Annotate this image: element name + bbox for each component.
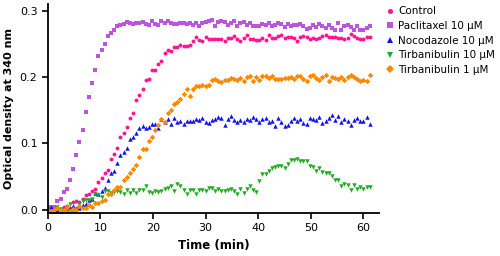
Control — [45, 205, 51, 208]
Tirbanibulin 10 μM — [294, 158, 300, 161]
Tirbanibulin 10 μM — [342, 182, 347, 185]
Line: Paclitaxel 10 μM: Paclitaxel 10 μM — [46, 18, 372, 213]
Control — [366, 36, 372, 39]
Paclitaxel 10 μM — [133, 21, 139, 24]
Tirbanibulin 10 μM — [332, 179, 338, 182]
Tirbanibulin 1 μM — [133, 163, 139, 166]
Y-axis label: Optical density at 340 nm: Optical density at 340 nm — [4, 28, 14, 189]
Control — [234, 37, 240, 40]
Line: Tirbanibulin 10 μM: Tirbanibulin 10 μM — [46, 157, 372, 213]
Nocodazole 10 μM — [136, 126, 142, 130]
Paclitaxel 10 μM — [366, 25, 372, 28]
Line: Control: Control — [46, 32, 372, 212]
Tirbanibulin 1 μM — [366, 73, 372, 76]
Tirbanibulin 1 μM — [329, 75, 335, 78]
Paclitaxel 10 μM — [338, 28, 344, 31]
Tirbanibulin 1 μM — [45, 209, 51, 212]
Nocodazole 10 μM — [45, 207, 51, 210]
Nocodazole 10 μM — [234, 120, 240, 123]
Tirbanibulin 1 μM — [335, 78, 341, 81]
Nocodazole 10 μM — [335, 114, 341, 118]
Control — [332, 35, 338, 38]
Paclitaxel 10 μM — [348, 25, 354, 28]
Control — [351, 35, 357, 38]
Tirbanibulin 10 μM — [348, 188, 354, 191]
X-axis label: Time (min): Time (min) — [178, 239, 250, 252]
Line: Tirbanibulin 1 μM: Tirbanibulin 1 μM — [46, 72, 372, 213]
Paclitaxel 10 μM — [342, 24, 347, 27]
Tirbanibulin 10 μM — [231, 189, 237, 192]
Nocodazole 10 μM — [58, 209, 64, 212]
Paclitaxel 10 μM — [234, 25, 240, 28]
Paclitaxel 10 μM — [45, 209, 51, 212]
Tirbanibulin 10 μM — [338, 185, 344, 188]
Tirbanibulin 10 μM — [133, 191, 139, 195]
Nocodazole 10 μM — [351, 118, 357, 121]
Tirbanibulin 1 μM — [338, 75, 344, 78]
Line: Nocodazole 10 μM: Nocodazole 10 μM — [46, 113, 372, 213]
Nocodazole 10 μM — [344, 119, 350, 122]
Control — [342, 37, 347, 40]
Paclitaxel 10 μM — [209, 19, 215, 22]
Nocodazole 10 μM — [342, 118, 347, 121]
Control — [136, 94, 142, 97]
Legend: Control, Paclitaxel 10 μM, Nocodazole 10 μM, Tirbanibulin 10 μM, Tirbanibulin 1 : Control, Paclitaxel 10 μM, Nocodazole 10… — [384, 5, 496, 76]
Control — [348, 33, 354, 36]
Tirbanibulin 10 μM — [45, 209, 51, 212]
Nocodazole 10 μM — [329, 114, 335, 117]
Tirbanibulin 1 μM — [344, 76, 350, 79]
Control — [48, 208, 54, 211]
Nocodazole 10 μM — [366, 122, 372, 125]
Tirbanibulin 1 μM — [231, 77, 237, 80]
Paclitaxel 10 μM — [332, 28, 338, 31]
Tirbanibulin 10 μM — [366, 185, 372, 188]
Control — [338, 36, 344, 39]
